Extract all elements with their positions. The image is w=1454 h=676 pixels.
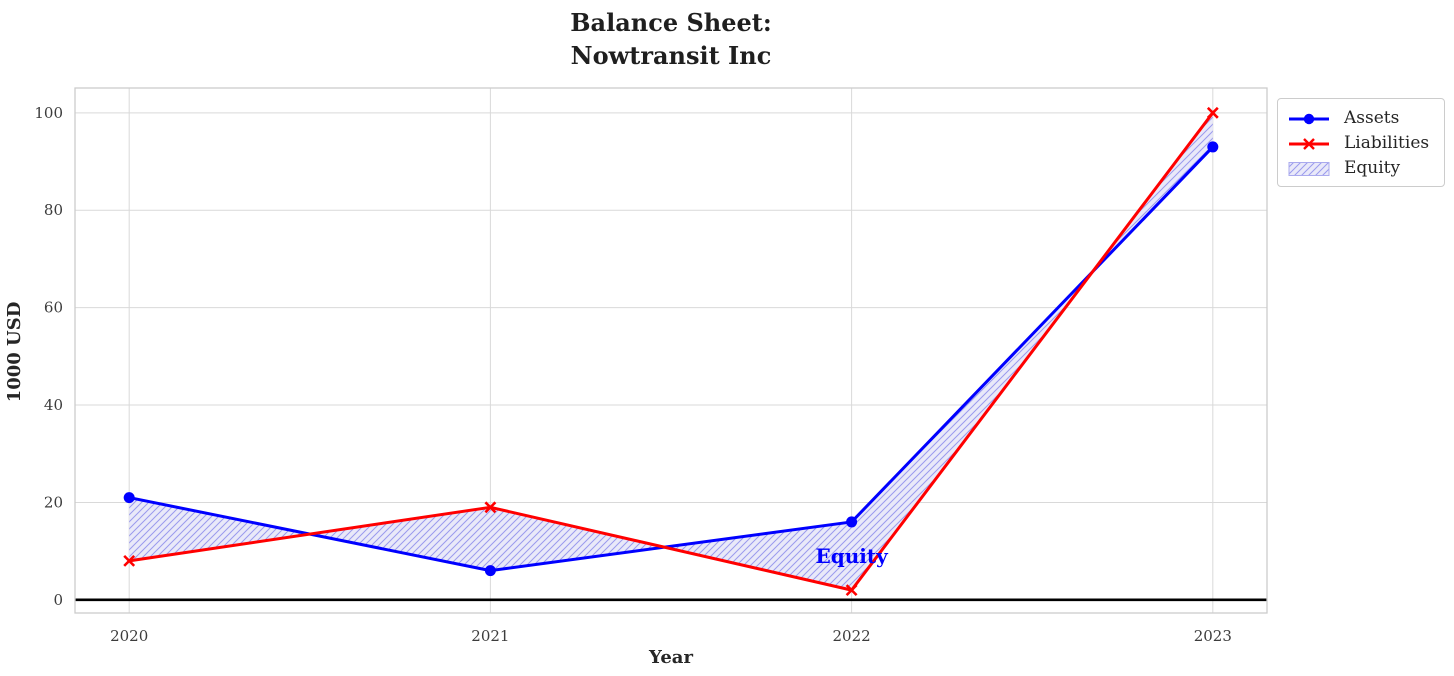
legend-item-assets: Assets [1288,106,1434,131]
equity-hatch-swatch-icon [1288,161,1330,176]
legend-label-liabilities: Liabilities [1344,133,1430,153]
x-axis-label: Year [648,647,693,668]
x-tick-labels: 2020 2021 2022 2023 [110,627,1232,645]
x-tick-label: 2022 [833,627,871,645]
legend-item-liabilities: Liabilities [1288,131,1434,156]
x-tick-label: 2021 [471,627,509,645]
liabilities-line-x-icon [1289,137,1329,150]
y-tick-labels: 0 20 40 60 80 100 [34,104,63,609]
x-tick-label: 2023 [1194,627,1232,645]
legend-label-equity: Equity [1344,158,1401,178]
equity-area [129,112,1213,591]
liabilities-line [128,111,1215,592]
legend: Assets Liabilities Equity [1277,98,1445,187]
equity-annotation: Equity [815,544,889,568]
y-tick-label: 20 [44,493,63,511]
y-axis-label: 1000 USD [4,302,25,403]
assets-point [1207,141,1219,153]
y-tick-label: 100 [34,104,63,122]
assets-point [484,565,496,577]
y-tick-label: 40 [44,396,63,414]
liabilities-point [484,501,497,514]
liabilities-markers [123,106,1219,597]
liabilities-point [845,584,858,597]
plot-border [74,87,1268,614]
chart-title: Balance Sheet: Nowtransit Inc [570,8,772,70]
x-tick-label: 2020 [110,627,148,645]
assets-markers [123,141,1219,577]
legend-label-assets: Assets [1344,108,1400,128]
legend-item-equity: Equity [1288,156,1434,181]
liabilities-point [1206,106,1219,119]
y-tick-label: 80 [44,201,63,219]
assets-point [846,516,858,528]
assets-line-circle-icon [1289,113,1329,124]
liabilities-point [123,554,136,567]
assets-point [123,492,135,504]
y-tick-label: 0 [53,591,63,609]
y-tick-label: 60 [44,299,63,317]
